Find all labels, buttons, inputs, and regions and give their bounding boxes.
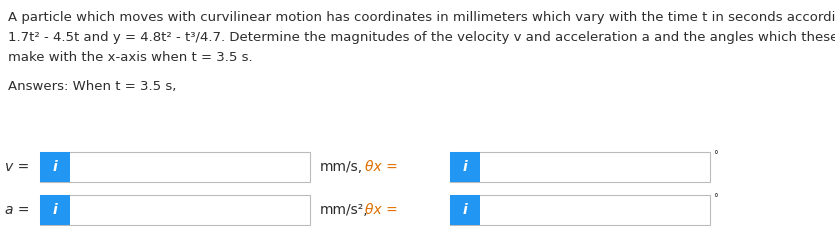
Text: i: i <box>463 160 468 174</box>
Text: A particle which moves with curvilinear motion has coordinates in millimeters wh: A particle which moves with curvilinear … <box>8 11 835 24</box>
Text: i: i <box>463 203 468 217</box>
Text: θx =: θx = <box>365 203 397 217</box>
FancyBboxPatch shape <box>450 195 710 225</box>
FancyBboxPatch shape <box>40 195 310 225</box>
FancyBboxPatch shape <box>40 152 70 182</box>
FancyBboxPatch shape <box>450 152 710 182</box>
Text: °: ° <box>713 150 718 160</box>
Text: mm/s,: mm/s, <box>320 160 363 174</box>
Text: i: i <box>53 203 58 217</box>
FancyBboxPatch shape <box>40 195 70 225</box>
Text: Answers: When t = 3.5 s,: Answers: When t = 3.5 s, <box>8 80 176 93</box>
FancyBboxPatch shape <box>40 152 310 182</box>
Text: θx =: θx = <box>365 160 397 174</box>
Text: i: i <box>53 160 58 174</box>
Text: °: ° <box>713 193 718 203</box>
Text: make with the x-axis when t = 3.5 s.: make with the x-axis when t = 3.5 s. <box>8 51 253 64</box>
FancyBboxPatch shape <box>450 195 480 225</box>
Text: mm/s²,: mm/s², <box>320 203 368 217</box>
Text: 1.7t² - 4.5t and y = 4.8t² - t³/4.7. Determine the magnitudes of the velocity v : 1.7t² - 4.5t and y = 4.8t² - t³/4.7. Det… <box>8 31 835 44</box>
FancyBboxPatch shape <box>450 152 480 182</box>
Text: a =: a = <box>5 203 29 217</box>
Text: v =: v = <box>5 160 29 174</box>
